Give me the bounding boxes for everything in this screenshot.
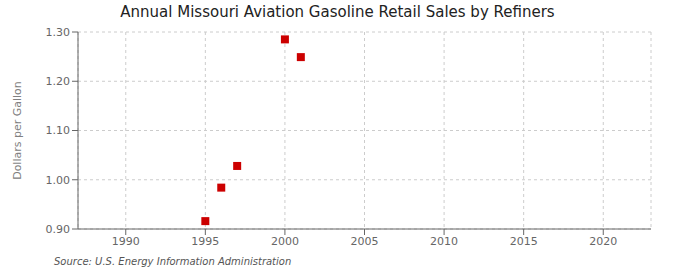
svg-text:2000: 2000 bbox=[271, 235, 299, 248]
svg-text:0.90: 0.90 bbox=[46, 223, 71, 236]
svg-text:1995: 1995 bbox=[191, 235, 219, 248]
html-text:Annual Missouri Aviation Gasol: Annual Missouri Aviation Gasoline Retail… bbox=[120, 3, 555, 21]
svg-text:2010: 2010 bbox=[430, 235, 458, 248]
svg-text:1.00: 1.00 bbox=[46, 174, 71, 187]
svg-text:1.10: 1.10 bbox=[46, 124, 71, 137]
svg-text:Dollars per Gallon: Dollars per Gallon bbox=[11, 81, 24, 180]
svg-text:2015: 2015 bbox=[510, 235, 538, 248]
svg-text:1.30: 1.30 bbox=[46, 26, 71, 39]
svg-text:1.20: 1.20 bbox=[46, 75, 71, 88]
svg-text:2005: 2005 bbox=[351, 235, 379, 248]
svg-text:2020: 2020 bbox=[589, 235, 617, 248]
svg-text:1990: 1990 bbox=[112, 235, 140, 248]
html-text:Source: U.S. Energy Informatio: Source: U.S. Energy Information Administ… bbox=[54, 256, 292, 267]
